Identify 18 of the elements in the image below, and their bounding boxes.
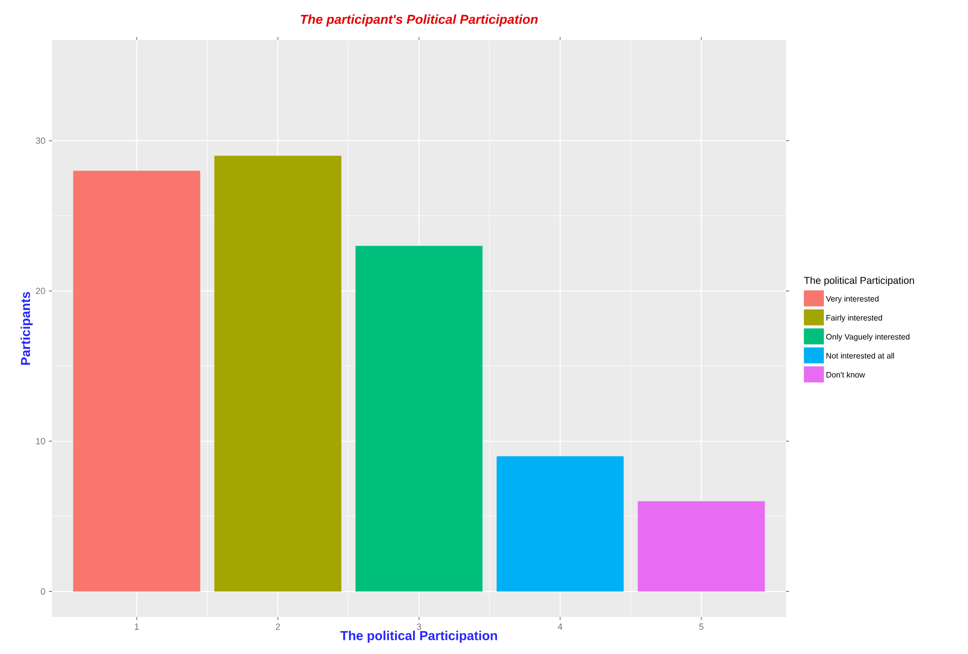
x-tick-label: 1	[134, 624, 139, 630]
bar	[214, 156, 342, 592]
x-tick-label: 5	[699, 624, 704, 630]
y-tick-label: 20	[36, 288, 46, 294]
legend-title: The political Participation	[804, 276, 914, 286]
x-tick-label: 4	[558, 624, 562, 630]
bar	[355, 246, 483, 592]
y-tick-label: 30	[36, 137, 46, 144]
x-tick-label: 2	[276, 624, 280, 630]
y-axis-title: Participants	[20, 292, 33, 365]
bar	[73, 170, 200, 592]
y-tick-label: 10	[36, 438, 46, 444]
bar	[496, 456, 624, 592]
x-tick-label: 3	[416, 624, 422, 630]
x-axis-title: The political Participation	[340, 630, 498, 643]
bar	[638, 501, 765, 592]
chart-title: The participant's Political Participation	[300, 14, 538, 26]
y-tick-label: 0	[40, 588, 46, 595]
